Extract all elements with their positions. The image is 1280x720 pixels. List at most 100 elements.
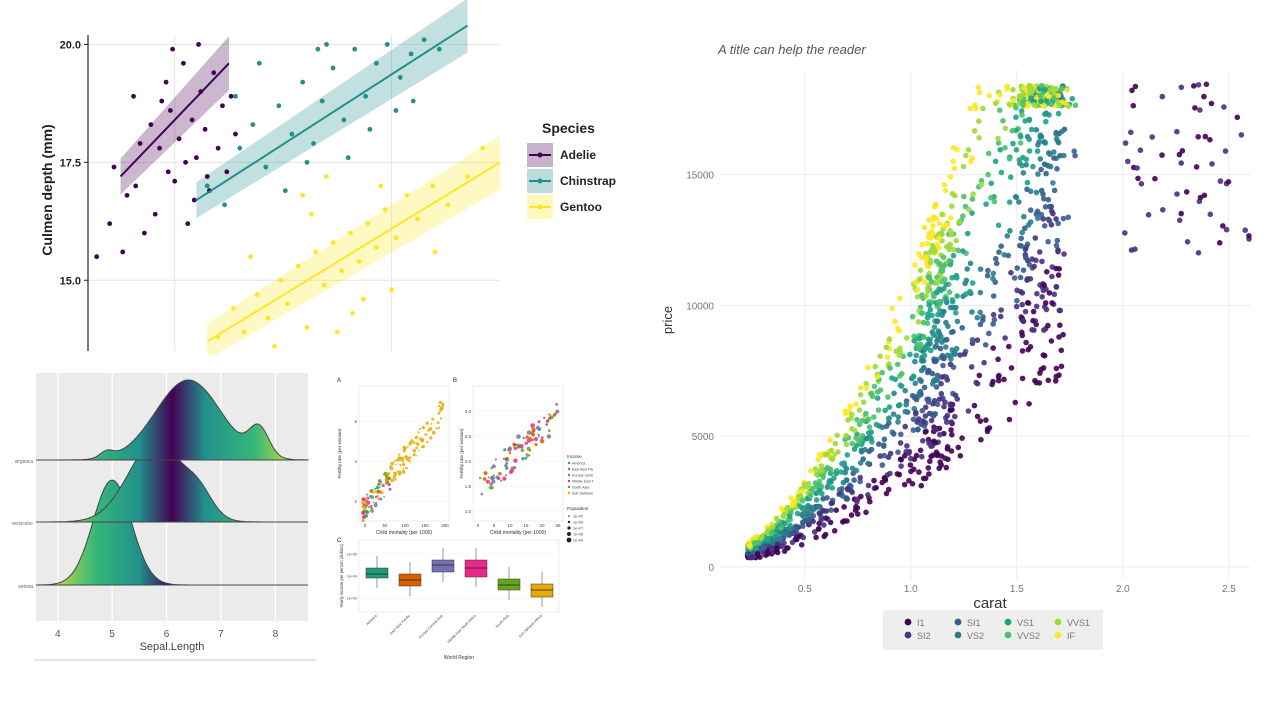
data-point-adelie [211,70,217,76]
data-point-adelie [120,249,126,255]
diamonds-point [1039,294,1045,300]
diamonds-point [885,454,892,461]
data-point-adelie [185,221,191,227]
diamonds-point [1038,211,1045,218]
diamonds-point [828,447,835,454]
diamonds-point [914,294,921,300]
diamonds-point [960,293,966,300]
penguin-grid [88,35,500,351]
data-point-gentoo [415,216,420,222]
diamonds-point [774,545,780,552]
diamonds-point [916,336,923,342]
diamonds-point [1038,98,1044,104]
diamonds-point [911,466,917,473]
diamonds-point [1053,216,1059,222]
diamonds-point [1010,86,1016,93]
diamonds-point [938,230,945,237]
diamonds-point [802,481,808,488]
panel-b-point [530,423,535,428]
diamonds-point [949,299,956,305]
data-point-gentoo [254,292,260,297]
diamonds-point [887,365,893,372]
panel-a-point [415,446,418,450]
data-point-chinstrap [410,98,416,104]
diamonds-point [868,435,874,442]
diamonds-point [800,523,806,529]
data-point-gentoo [230,306,236,311]
diamonds-point [781,548,788,554]
diamonds-point [913,409,919,416]
diamonds-point [1031,327,1037,333]
panel-a-point [394,459,397,462]
diamonds-point [996,372,1002,379]
diamonds-point [1176,151,1183,158]
diamonds-point [1197,107,1203,113]
diamonds-point [956,219,962,225]
panel-a-x-tick: 200 [441,523,449,528]
panel-b-point [537,435,540,438]
panel-a-x-tick: 50 [382,523,388,528]
data-point-adelie [172,178,178,184]
diamonds-point [828,500,835,507]
panel-b-x-tick: 15 [523,523,529,528]
diamonds-point [800,504,806,511]
diamonds-point [937,431,943,438]
diamonds-point [1053,365,1060,372]
diamonds-point [871,477,877,484]
diamonds-point [853,467,860,474]
diamonds-point [895,414,902,420]
panel-b-point [479,476,482,480]
diamonds-point [795,494,802,500]
panel-b-point [489,482,493,486]
panel-a-point [425,421,429,425]
diamonds-point [847,403,853,410]
data-point-chinstrap [204,183,210,189]
diamonds-x-tick-label: 0.5 [798,584,812,595]
data-point-gentoo [272,343,277,349]
diamonds-point [916,344,922,350]
diamonds-point [1061,251,1067,257]
diamonds-point [839,460,845,467]
panel-a-point [362,503,366,507]
panel-b-point [519,444,524,449]
diamonds-point [885,394,891,400]
data-point-chinstrap [311,141,316,146]
diamonds-point [1195,82,1202,88]
panel-b-point [555,403,558,406]
diamonds-point [1174,128,1180,135]
diamonds-point [977,289,984,296]
data-point-adelie [131,93,136,99]
diamonds-point [968,364,975,370]
diamonds-point [777,535,783,542]
diamonds-point [931,247,937,254]
diamonds-point [1041,102,1047,109]
data-point-chinstrap [233,93,238,99]
diamonds-y-label: price [660,306,675,334]
diamonds-point [995,222,1002,229]
diamonds-point [1010,140,1016,147]
diamonds-point [818,463,825,469]
diamonds-point [1043,170,1049,177]
diamonds-point [943,319,949,326]
data-point-chinstrap [256,60,262,66]
diamonds-point [1178,160,1184,166]
diamonds-point [754,551,761,557]
diamonds-point [969,196,976,202]
panel-a-point [435,427,438,430]
diamonds-point [921,334,927,341]
legend-key-dot-adelie [537,152,543,158]
panel-a-point [437,426,440,430]
regression-line-gentoo [206,161,501,343]
diamonds-point [1179,148,1186,154]
panel-b-y-tick: 3.0 [465,409,472,414]
diamonds-legend-key [954,618,962,626]
diamonds-point [1022,246,1029,253]
income-legend-key [567,467,571,471]
diamonds-point [865,460,871,467]
diamonds-point [778,525,784,531]
diamonds-point [949,431,955,438]
diamonds-point [807,505,814,511]
diamonds-point [974,413,981,420]
diamonds-point [874,374,880,380]
diamonds-point [852,427,858,434]
